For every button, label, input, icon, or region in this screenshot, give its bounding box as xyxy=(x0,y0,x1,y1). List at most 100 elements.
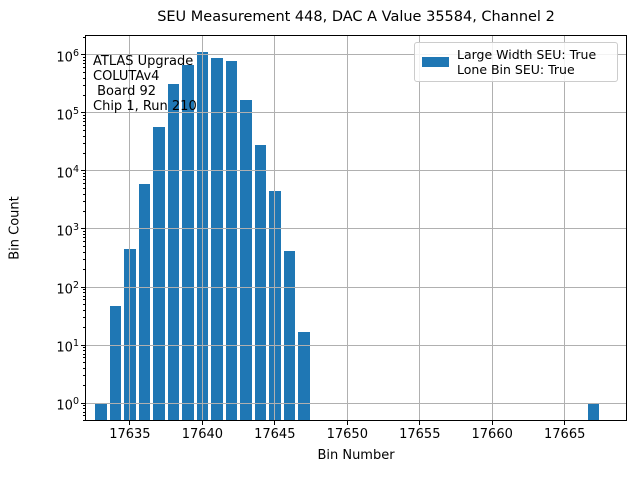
x-tick-mark xyxy=(491,421,493,425)
y-tick-label: 100 xyxy=(56,396,79,414)
y-tick-mark xyxy=(81,286,85,288)
y-tick-label: 105 xyxy=(56,105,79,124)
gridline-x xyxy=(129,36,131,420)
y-tick-mark xyxy=(81,170,85,172)
y-minor-tick-mark xyxy=(82,234,85,236)
y-minor-tick-mark xyxy=(82,362,85,363)
histogram-bar xyxy=(587,403,600,420)
y-minor-tick-mark xyxy=(82,173,85,175)
histogram-bar xyxy=(254,145,267,420)
histogram-bar xyxy=(138,183,151,420)
legend-swatch xyxy=(422,57,449,67)
y-minor-tick-mark xyxy=(82,295,85,297)
y-minor-tick-mark xyxy=(82,115,85,117)
legend-label: Large Width SEU: True xyxy=(457,46,597,62)
y-minor-tick-mark xyxy=(82,292,85,294)
histogram-bar xyxy=(109,306,122,420)
x-tick-label: 17655 xyxy=(399,427,441,442)
y-minor-tick-mark xyxy=(82,60,85,61)
gridline-x xyxy=(346,36,348,420)
histogram-bar xyxy=(283,251,296,420)
y-minor-tick-mark xyxy=(82,299,85,301)
x-tick-mark xyxy=(201,421,203,425)
y-tick-label: 101 xyxy=(56,338,79,356)
x-axis-label: Bin Number xyxy=(317,448,395,463)
y-minor-tick-mark xyxy=(82,63,85,65)
y-minor-tick-mark xyxy=(82,129,85,131)
chart-title: SEU Measurement 448, DAC A Value 35584, … xyxy=(157,9,555,25)
histogram-bar xyxy=(211,57,223,420)
annotation-line: Board 92 xyxy=(93,84,157,99)
x-tick-mark xyxy=(419,421,421,425)
y-minor-tick-mark xyxy=(82,118,85,119)
histogram-bar xyxy=(167,83,180,420)
y-minor-tick-mark xyxy=(82,327,85,328)
y-tick-label: 103 xyxy=(56,221,79,240)
y-minor-tick-mark xyxy=(82,405,85,407)
y-minor-tick-mark xyxy=(82,57,85,58)
histogram-bar xyxy=(153,127,165,420)
y-minor-tick-mark xyxy=(82,153,85,154)
y-minor-tick-mark xyxy=(82,36,85,38)
y-minor-tick-mark xyxy=(82,237,85,239)
gridline-x xyxy=(491,36,493,420)
x-tick-label: 17645 xyxy=(254,427,296,442)
y-minor-tick-mark xyxy=(82,94,85,96)
y-minor-tick-mark xyxy=(82,187,85,189)
y-minor-tick-mark xyxy=(82,258,85,260)
y-minor-tick-mark xyxy=(82,71,85,73)
y-tick-mark xyxy=(81,402,85,404)
y-minor-tick-mark xyxy=(82,211,85,212)
legend-label: Lone Bin SEU: True xyxy=(457,62,575,77)
y-minor-tick-mark xyxy=(82,183,85,185)
histogram-bar xyxy=(182,65,194,420)
gridline-x xyxy=(201,36,203,420)
y-tick-mark xyxy=(81,54,85,56)
legend: Large Width SEU: True Lone Bin SEU: True xyxy=(414,42,618,82)
y-minor-tick-mark xyxy=(82,84,85,86)
x-tick-label: 17665 xyxy=(544,427,586,442)
x-tick-label: 17635 xyxy=(109,427,151,442)
y-minor-tick-mark xyxy=(82,303,85,305)
y-tick-mark xyxy=(81,228,85,230)
gridline-x xyxy=(564,36,566,420)
y-minor-tick-mark xyxy=(82,289,85,291)
y-minor-tick-mark xyxy=(82,357,85,359)
y-minor-tick-mark xyxy=(82,125,85,127)
annotation: ATLAS Upgrade COLUTAv4 Board 92 Chip 1, … xyxy=(93,54,197,114)
y-minor-tick-mark xyxy=(82,347,85,349)
histogram-bar xyxy=(298,331,310,420)
y-tick-label: 104 xyxy=(56,163,79,182)
gridline-y xyxy=(86,112,626,114)
y-minor-tick-mark xyxy=(82,269,85,270)
annotation-line: COLUTAv4 xyxy=(93,69,160,84)
gridline-y xyxy=(86,170,626,172)
y-minor-tick-mark xyxy=(82,316,85,318)
y-minor-tick-mark xyxy=(82,179,85,181)
y-minor-tick-mark xyxy=(82,142,85,144)
x-tick-label: 17640 xyxy=(181,427,224,442)
y-minor-tick-mark xyxy=(82,408,85,410)
gridline-y xyxy=(86,228,626,230)
y-minor-tick-mark xyxy=(82,67,85,69)
y-minor-tick-mark xyxy=(82,176,85,177)
y-tick-mark xyxy=(81,112,85,114)
gridline-y xyxy=(86,286,626,288)
y-minor-tick-mark xyxy=(82,251,85,253)
y-minor-tick-mark xyxy=(82,231,85,233)
gridline-y xyxy=(86,54,626,56)
y-minor-tick-mark xyxy=(82,77,85,79)
histogram-bar xyxy=(95,403,107,420)
y-minor-tick-mark xyxy=(82,193,85,195)
annotation-line: Chip 1, Run 210 xyxy=(93,99,197,114)
y-minor-tick-mark xyxy=(82,367,85,369)
y-minor-tick-mark xyxy=(82,241,85,243)
y-minor-tick-mark xyxy=(82,415,85,417)
y-minor-tick-mark xyxy=(82,420,85,421)
y-minor-tick-mark xyxy=(82,385,85,387)
gridline-x xyxy=(274,36,276,420)
annotation-line: ATLAS Upgrade xyxy=(93,54,194,69)
gridline-y xyxy=(86,344,626,346)
y-minor-tick-mark xyxy=(82,353,85,355)
